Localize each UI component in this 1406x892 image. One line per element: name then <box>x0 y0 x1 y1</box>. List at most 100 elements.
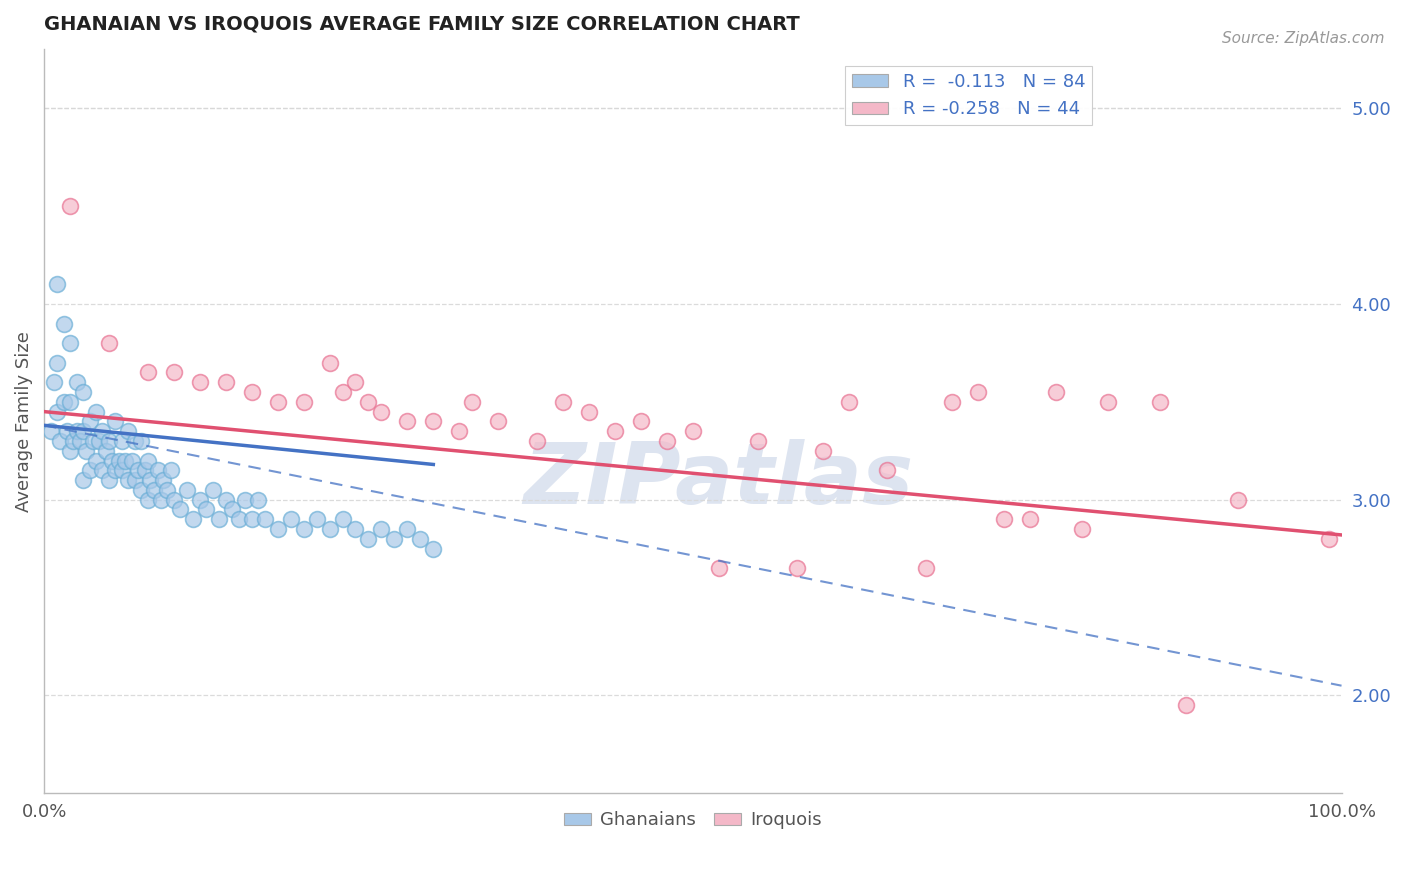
Point <box>332 384 354 399</box>
Point <box>44 376 66 390</box>
Point <box>240 384 263 399</box>
Y-axis label: Average Family Size: Average Family Size <box>15 331 32 512</box>
Point <box>46 356 69 370</box>
Point <box>384 532 406 546</box>
Point <box>176 483 198 497</box>
Point <box>72 424 94 438</box>
Point <box>1149 394 1171 409</box>
Point <box>188 492 211 507</box>
Point <box>108 453 131 467</box>
Point <box>1317 532 1340 546</box>
Text: Source: ZipAtlas.com: Source: ZipAtlas.com <box>1222 31 1385 46</box>
Point <box>98 473 121 487</box>
Point <box>59 443 82 458</box>
Point <box>104 414 127 428</box>
Point <box>396 522 419 536</box>
Point <box>96 443 118 458</box>
Point <box>370 522 392 536</box>
Point <box>422 414 444 428</box>
Point <box>127 463 149 477</box>
Point <box>160 463 183 477</box>
Point <box>747 434 769 448</box>
Point <box>409 532 432 546</box>
Point <box>578 404 600 418</box>
Point <box>188 376 211 390</box>
Point <box>941 394 963 409</box>
Point <box>91 463 114 477</box>
Point <box>292 394 315 409</box>
Point <box>318 356 340 370</box>
Point <box>551 394 574 409</box>
Point <box>72 384 94 399</box>
Point <box>344 376 367 390</box>
Point <box>131 483 153 497</box>
Point <box>98 434 121 448</box>
Point <box>52 394 75 409</box>
Point <box>136 453 159 467</box>
Point <box>79 414 101 428</box>
Point <box>318 522 340 536</box>
Point <box>1071 522 1094 536</box>
Point <box>121 453 143 467</box>
Point <box>228 512 250 526</box>
Point <box>993 512 1015 526</box>
Point <box>247 492 270 507</box>
Point <box>1226 492 1249 507</box>
Point <box>136 492 159 507</box>
Point <box>117 473 139 487</box>
Point <box>84 453 107 467</box>
Point <box>152 473 174 487</box>
Point <box>75 443 97 458</box>
Point <box>266 394 288 409</box>
Point <box>124 434 146 448</box>
Point <box>143 483 166 497</box>
Point <box>1174 698 1197 713</box>
Point <box>72 473 94 487</box>
Text: ZIPatlas: ZIPatlas <box>523 440 914 523</box>
Point <box>486 414 509 428</box>
Point <box>682 424 704 438</box>
Text: GHANAIAN VS IROQUOIS AVERAGE FAMILY SIZE CORRELATION CHART: GHANAIAN VS IROQUOIS AVERAGE FAMILY SIZE… <box>44 15 800 34</box>
Point <box>305 512 328 526</box>
Point <box>52 317 75 331</box>
Point <box>65 376 87 390</box>
Point <box>98 336 121 351</box>
Point <box>215 492 238 507</box>
Point <box>837 394 859 409</box>
Point <box>266 522 288 536</box>
Point <box>201 483 224 497</box>
Point <box>253 512 276 526</box>
Point <box>69 434 91 448</box>
Point <box>163 366 186 380</box>
Point <box>134 463 156 477</box>
Point <box>422 541 444 556</box>
Point <box>811 443 834 458</box>
Point <box>1045 384 1067 399</box>
Point <box>163 492 186 507</box>
Point <box>195 502 218 516</box>
Point <box>46 404 69 418</box>
Point <box>65 424 87 438</box>
Point <box>240 512 263 526</box>
Point <box>396 414 419 428</box>
Point <box>332 512 354 526</box>
Point <box>117 424 139 438</box>
Point <box>56 424 79 438</box>
Point <box>59 394 82 409</box>
Point <box>79 463 101 477</box>
Point <box>370 404 392 418</box>
Point <box>169 502 191 516</box>
Point <box>62 434 84 448</box>
Point <box>111 434 134 448</box>
Point <box>82 434 104 448</box>
Point <box>233 492 256 507</box>
Point <box>357 532 380 546</box>
Point <box>39 424 62 438</box>
Point <box>100 453 122 467</box>
Point <box>208 512 231 526</box>
Point <box>91 424 114 438</box>
Point <box>114 453 136 467</box>
Point <box>1019 512 1042 526</box>
Point <box>215 376 238 390</box>
Point <box>449 424 471 438</box>
